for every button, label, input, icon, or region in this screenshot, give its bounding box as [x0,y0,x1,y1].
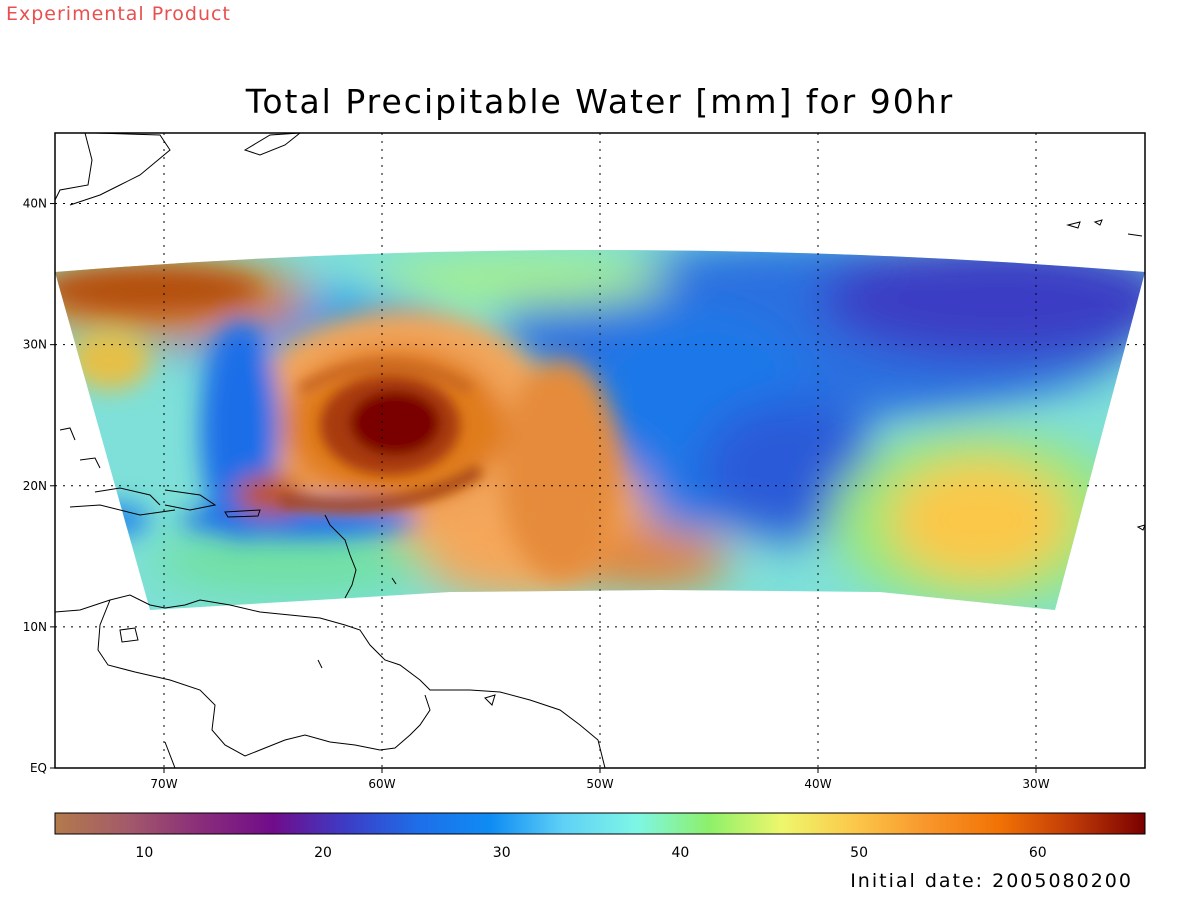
colorbar-labels: 10 20 30 40 50 60 [135,845,1046,861]
graticule [55,133,1145,768]
lat-tick-label: 30N [23,338,47,352]
initial-date-label: Initial date: 2005080200 [850,870,1133,892]
lon-tick-label: 40W [804,777,831,791]
experimental-product-label: Experimental Product [6,3,231,25]
longitude-labels: 70W 60W 50W 40W 30W [150,768,1050,791]
precipitable-water-field [55,250,1145,610]
lat-tick-label: 40N [23,197,47,211]
colorbar-tick-label: 30 [493,845,511,861]
colorbar-tick-label: 10 [135,845,153,861]
lat-tick-label: 10N [23,620,47,634]
chart-title: Total Precipitable Water [mm] for 90hr [245,82,955,121]
colorbar-tick-label: 40 [671,845,689,861]
colorbar-tick-label: 50 [850,845,868,861]
lon-tick-label: 70W [150,777,177,791]
lon-tick-label: 50W [586,777,613,791]
lat-tick-label: 20N [23,479,47,493]
lon-tick-label: 60W [368,777,395,791]
colorbar-tick-label: 60 [1029,845,1047,861]
colorbar [54,812,1146,835]
lon-tick-label: 30W [1022,777,1049,791]
coastlines [55,133,1145,768]
latitude-labels: EQ 10N 20N 30N 40N [23,197,55,775]
lat-tick-label: EQ [30,761,47,775]
colorbar-tick-label: 20 [314,845,332,861]
